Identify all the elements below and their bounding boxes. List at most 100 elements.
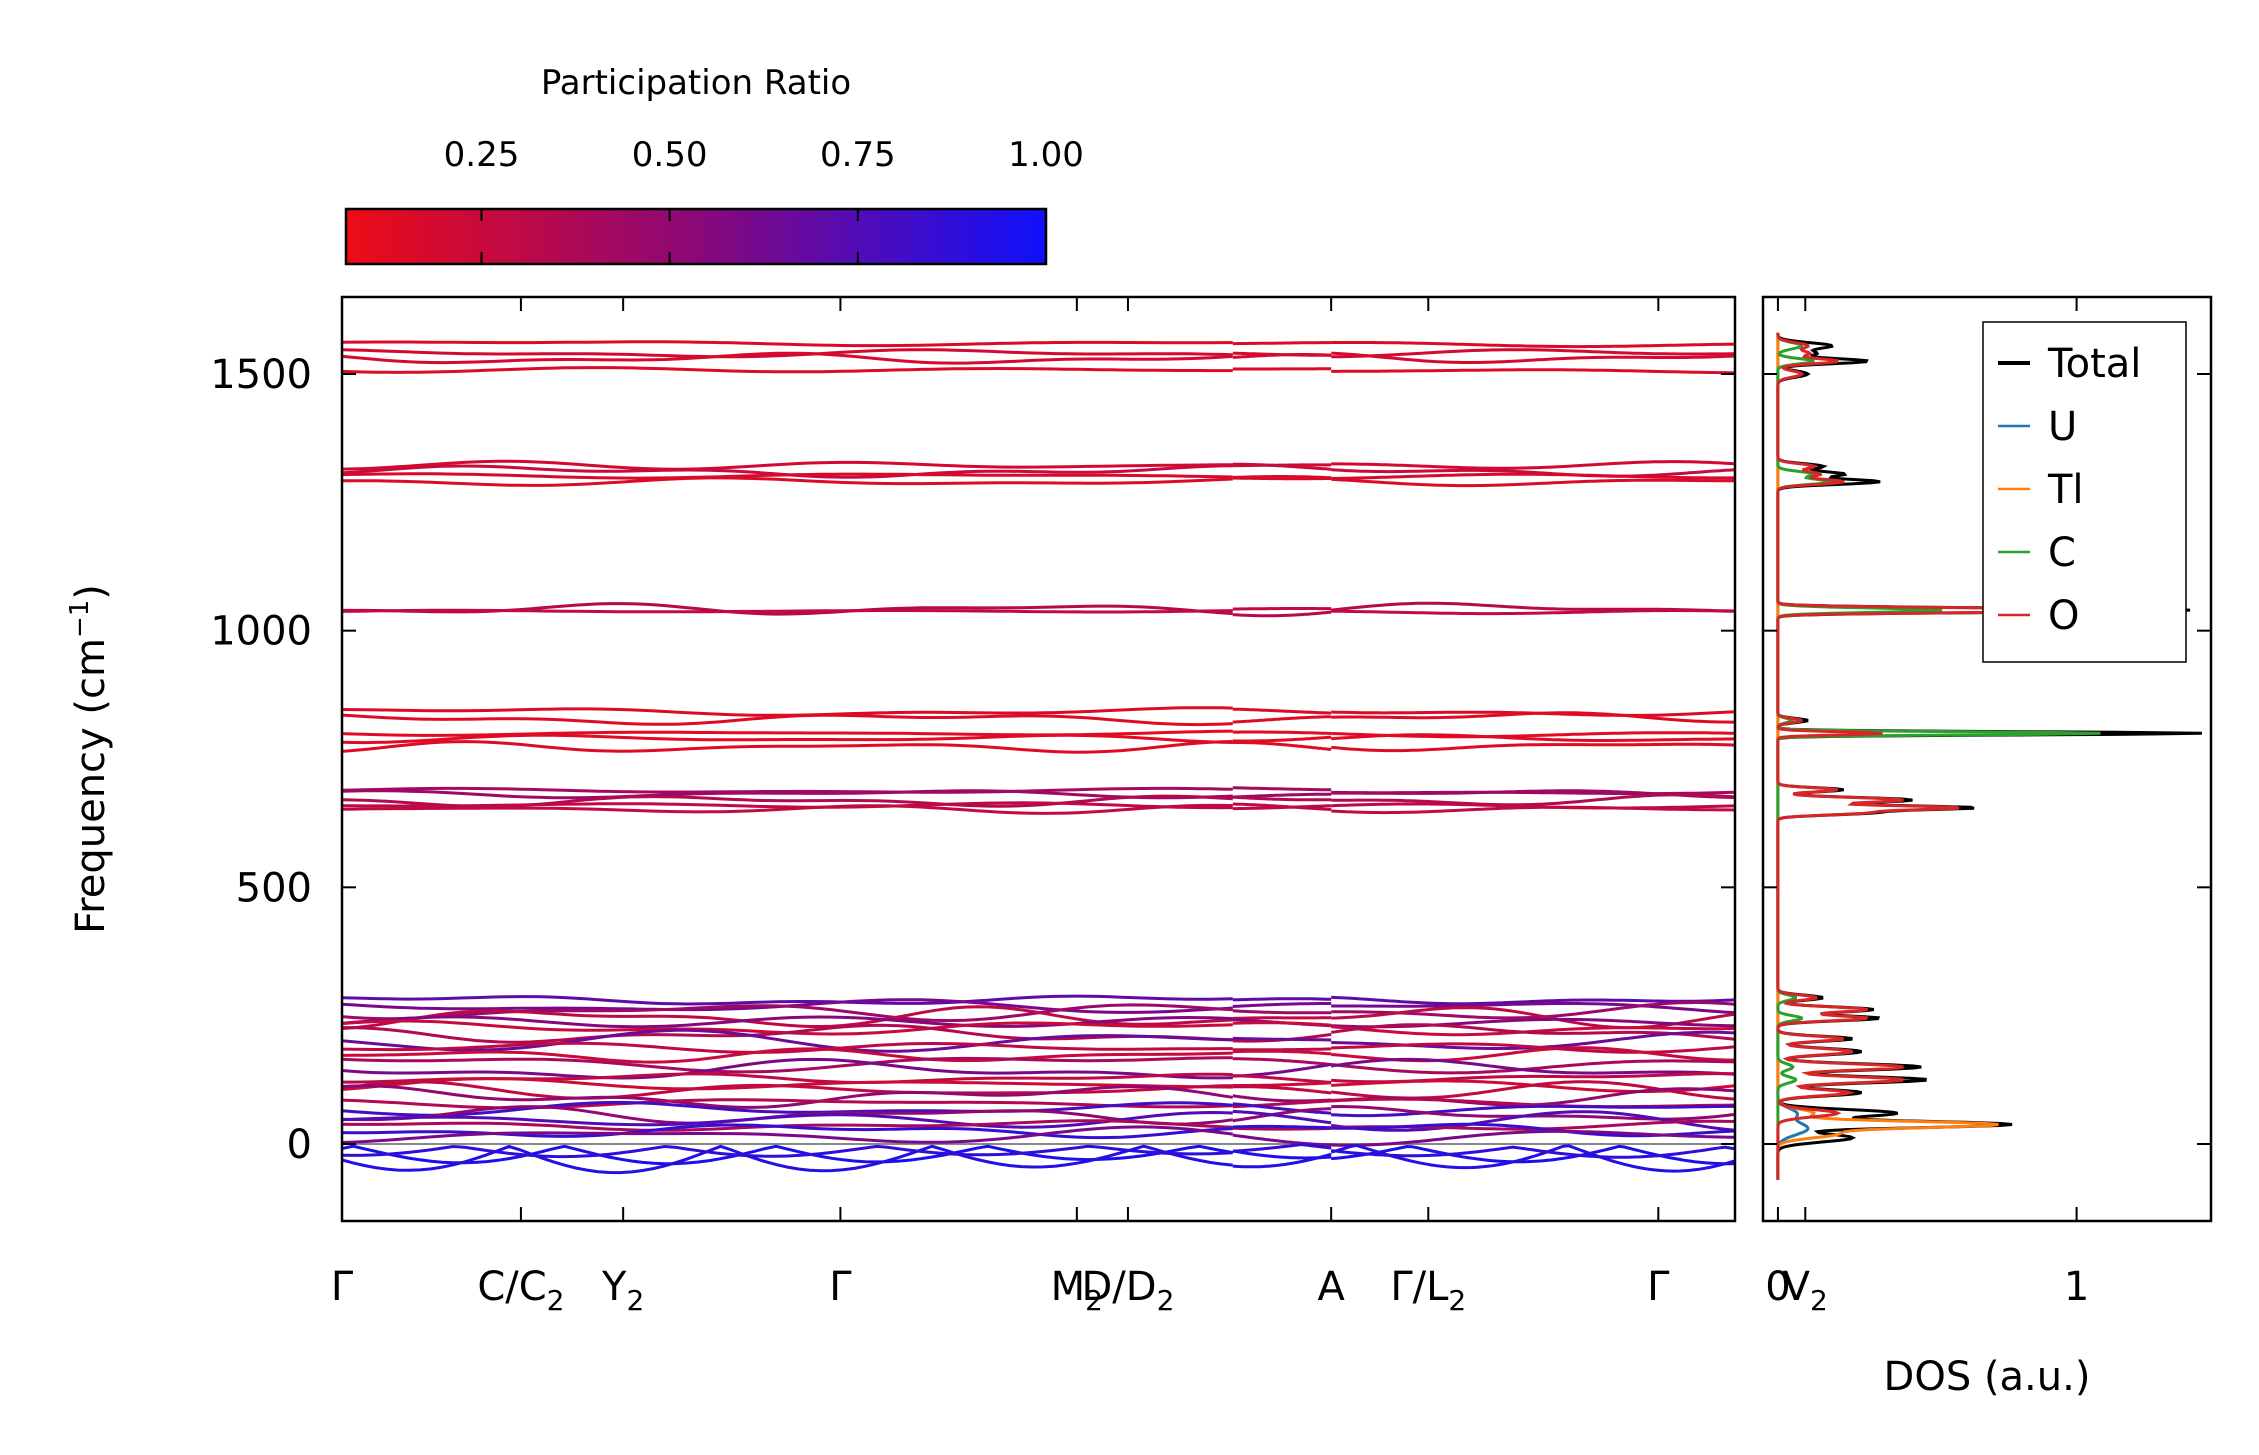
kpoint-label: Γ [331,1264,354,1310]
phonon-band-line [1232,341,1332,346]
phonon-band-line [1232,997,1332,1002]
phonon-band-line [1232,730,1332,735]
phonon-band-line [1331,348,1735,359]
y-axis-label-close: ) [68,584,114,600]
phonon-band-line [1232,735,1332,743]
phonon-band-line [1331,609,1735,616]
colorbar: Participation Ratio 0.25 0.50 0.75 1.00 [344,63,1084,266]
phonon-band-line [1232,707,1332,715]
y-tick-label: 1000 [210,609,312,655]
band-y-axis: 0 500 1000 1500 [210,352,1735,1168]
kpoint-label: M2 [1051,1264,1103,1317]
kpoint-label: V2 [1783,1264,1828,1317]
phonon-band-line [1331,1042,1735,1054]
phonon-band-line [1232,802,1332,811]
kpoint-label-sub: 2 [1810,1284,1828,1317]
phonon-band-line [1232,1142,1332,1153]
phonon-band-line [1232,741,1332,751]
phonon-band-line [1232,795,1332,802]
phonon-band-line [1331,472,1735,480]
kpoint-label-main: C/C [477,1264,546,1310]
phonon-band-line [342,472,1233,480]
phonon-band-line [342,1084,1234,1109]
phonon-band-line [1232,786,1332,792]
phonon-band-line [1331,368,1735,375]
phonon-band-line [1232,1036,1332,1042]
phonon-band-line [1232,1152,1332,1169]
kpoint-label-main: Γ [331,1264,354,1310]
phonon-band-line [342,608,1233,614]
phonon-band-line [342,1144,1233,1159]
legend-label: Total [2047,341,2141,387]
dos-x-tick-label: 0 [1765,1264,1790,1310]
kpoint-label: Γ/L2 [1390,1264,1466,1317]
phonon-band-line [1331,995,1735,1006]
phonon-band-line [342,1023,1233,1044]
kpoint-label-sub: 2 [1448,1284,1466,1317]
phonon-band-line [1232,1021,1332,1027]
phonon-band-line [1331,1059,1735,1075]
phonon-band-line [1232,1133,1332,1147]
phonon-band-line [342,706,1233,717]
dos-curves [1776,332,2203,1180]
phonon-band-line [1232,462,1332,471]
phonon-band-line [1232,1094,1332,1103]
phonon-band-line [1232,1057,1332,1066]
kpoint-label-sub: 2 [1157,1284,1175,1317]
kpoint-label: Γ [1647,1264,1670,1310]
phonon-band-line [1331,341,1735,349]
phonon-band-line [342,801,1233,810]
dos-plot-frame [1761,295,2213,1223]
kpoint-label-main: D/D [1082,1264,1157,1310]
kpoint-label: A [1317,1264,1345,1310]
phonon-band-line [342,348,1233,359]
colorbar-title: Participation Ratio [541,63,851,103]
phonon-band-line [1331,793,1735,807]
kpoint-label-sub: 2 [626,1284,644,1317]
phonon-band-line [1232,1124,1332,1130]
phonon-band-line [342,786,1233,794]
phonon-band-line [1232,792,1332,799]
phonon-band-line [1232,610,1332,618]
phonon-band-line [342,1003,1233,1022]
phonon-band-line [342,733,1233,745]
dos-series-o [1776,332,2167,1180]
phonon-band-line [1331,1072,1735,1084]
dos-x-tick-label: 1 [2064,1264,2089,1310]
colorbar-ticks [480,209,859,264]
phonon-band-line [342,1005,1233,1030]
legend-items: Total U Tl CO [1998,341,2141,639]
phonon-band-line [1331,1129,1735,1147]
phonon-band-line [342,459,1233,471]
phonon-band-line [342,713,1233,727]
kpoint-label: C/C2 [477,1264,564,1317]
phonon-band-line [342,366,1233,374]
phonon-band-line [342,1144,1234,1166]
phonon-band-line [342,476,1233,487]
phonon-band-line [1331,805,1735,815]
kpoint-label-main: Γ/L [1390,1264,1449,1310]
phonon-band-line [1331,733,1735,742]
phonon-band-line [1232,1001,1332,1008]
phonon-band-line [342,340,1233,348]
y-tick-label: 0 [287,1122,312,1168]
phonon-band-line [1331,1145,1735,1159]
colorbar-tick-label: 1.00 [1008,135,1084,175]
phonon-band-line [1232,1109,1332,1125]
y-tick-label: 1500 [210,352,312,398]
y-axis-label: Frequency (cm−1) [65,584,114,934]
phonon-band-line [1331,460,1735,470]
kpoint-label-sub: 2 [547,1284,565,1317]
phonon-band-line [342,740,1233,754]
kpoint-label: D/D2 [1082,1264,1175,1317]
kpoint-label-main: M [1051,1264,1086,1310]
phonon-band-line [342,1028,1233,1053]
phonon-band-line [1232,1102,1332,1115]
legend: Total U Tl CO [1982,321,2187,663]
phonon-band-line [1331,1110,1735,1132]
phonon-band-line [1331,351,1735,364]
kpoint-label-main: A [1317,1264,1345,1310]
phonon-band-line [1232,1085,1332,1095]
